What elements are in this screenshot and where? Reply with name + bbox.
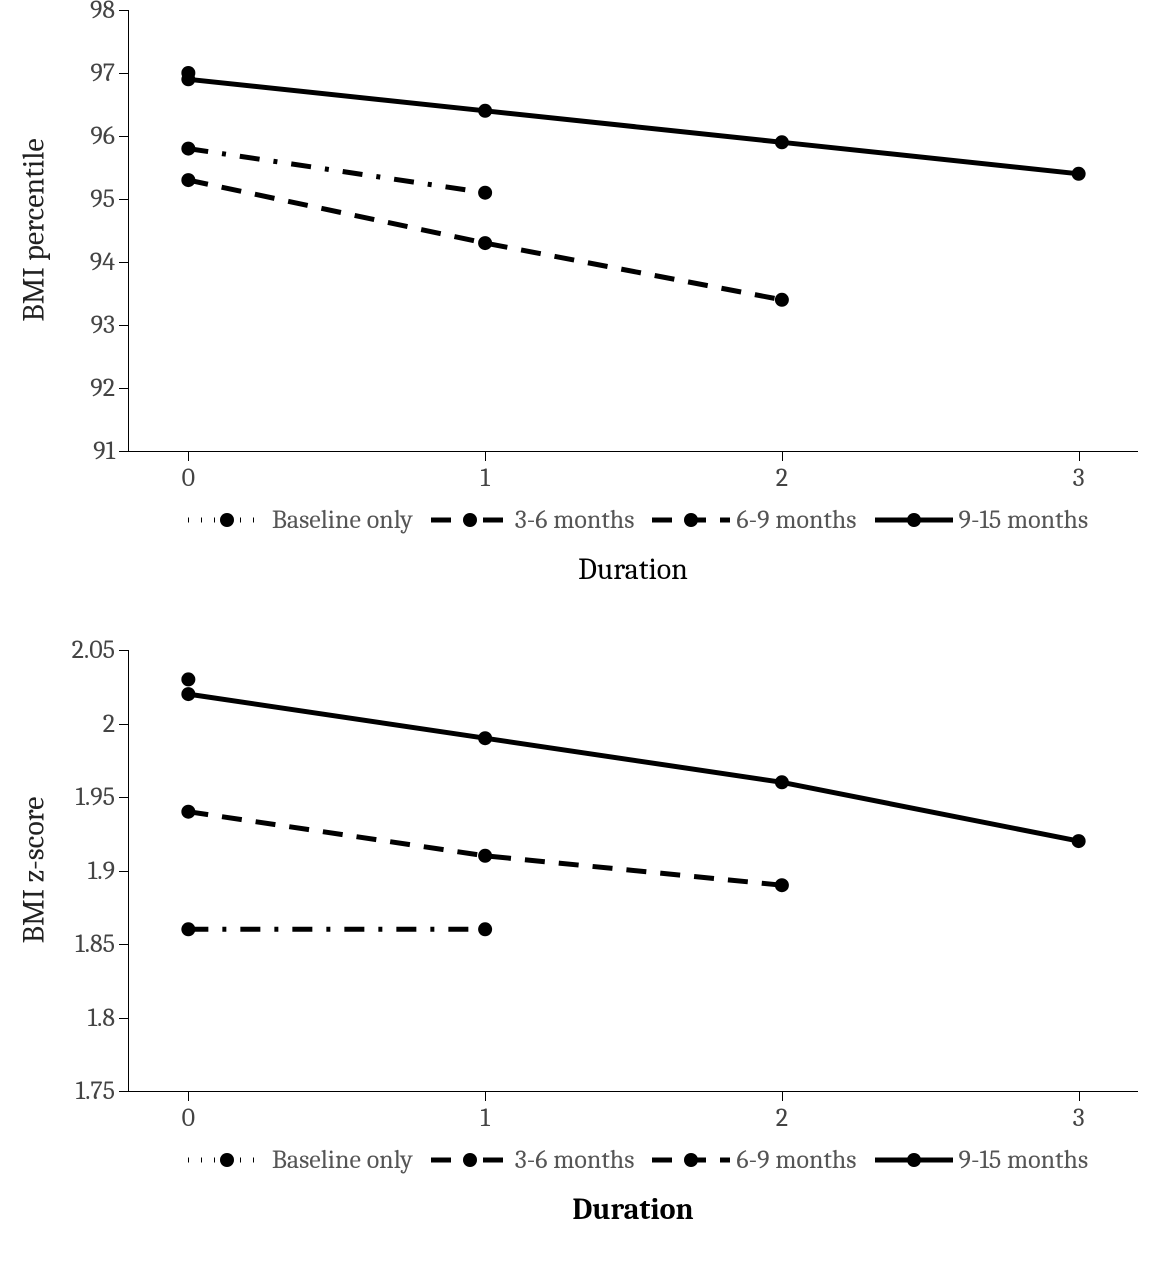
series-marker	[775, 775, 789, 789]
xtick-label: 0	[182, 1091, 195, 1133]
series-line	[188, 149, 485, 193]
legend-item: 6-9 months	[652, 1145, 856, 1175]
legend-bottom: Baseline only 3-6 months 6-9 months 9-15 mo…	[128, 1145, 1148, 1175]
series-marker	[181, 922, 195, 936]
ytick-label: 2	[103, 709, 129, 739]
ytick-label: 94	[90, 247, 129, 277]
chart-bottom: BMI z-score 1.751.81.851.91.9522.050123 …	[0, 640, 1164, 1280]
chart-top: BMI percentile 91929394959697980123 Base…	[0, 0, 1164, 640]
legend-label: 6-9 months	[736, 505, 856, 535]
xtick-label: 0	[182, 451, 195, 493]
series-marker	[1072, 167, 1086, 181]
legend-label: Baseline only	[272, 505, 413, 535]
legend-item: Baseline only	[188, 1145, 413, 1175]
series-marker	[478, 849, 492, 863]
ytick-label: 95	[90, 184, 129, 214]
legend-swatch	[652, 1150, 730, 1170]
legend-swatch	[875, 510, 953, 530]
plot-area-top: 91929394959697980123	[128, 10, 1138, 452]
legend-label: 9-15 months	[959, 505, 1089, 535]
series-marker	[775, 293, 789, 307]
ytick-label: 2.05	[72, 635, 129, 665]
legend-swatch	[652, 510, 730, 530]
ytick-label: 1.9	[88, 856, 129, 886]
xtick-label: 3	[1073, 451, 1085, 493]
series-marker	[181, 173, 195, 187]
figure: BMI percentile 91929394959697980123 Base…	[0, 0, 1164, 1280]
legend-label: 3-6 months	[515, 505, 635, 535]
legend-swatch	[188, 1150, 266, 1170]
series-marker	[478, 922, 492, 936]
legend-item: 6-9 months	[652, 505, 856, 535]
legend-swatch	[431, 510, 509, 530]
legend-swatch	[875, 1150, 953, 1170]
ytick-label: 91	[93, 436, 129, 466]
legend-top: Baseline only 3-6 months 6-9 months 9-15 mo…	[128, 505, 1148, 535]
series-marker	[181, 687, 195, 701]
legend-swatch	[188, 510, 266, 530]
xtick-label: 1	[480, 1091, 489, 1133]
legend-label: 9-15 months	[959, 1145, 1089, 1175]
series-marker	[181, 805, 195, 819]
legend-label: 6-9 months	[736, 1145, 856, 1175]
ytick-label: 1.75	[76, 1076, 129, 1106]
series-line	[188, 694, 1078, 841]
series-marker	[478, 104, 492, 118]
series-line	[188, 812, 782, 886]
ytick-label: 1.85	[75, 929, 129, 959]
ytick-label: 1.8	[88, 1003, 129, 1033]
legend-label: Baseline only	[272, 1145, 413, 1175]
xtick-label: 1	[480, 451, 489, 493]
xaxis-title-top: Duration	[578, 552, 688, 587]
series-marker	[181, 142, 195, 156]
yaxis-title-bottom: BMI z-score	[17, 797, 52, 944]
series-line	[188, 79, 1078, 174]
xaxis-title-bottom: Duration	[572, 1192, 693, 1227]
series-marker	[181, 672, 195, 686]
yaxis-title-top: BMI percentile	[17, 138, 52, 321]
series-marker	[1072, 834, 1086, 848]
legend-item: 3-6 months	[431, 1145, 635, 1175]
xtick-label: 2	[776, 451, 788, 493]
legend-item: 9-15 months	[875, 505, 1089, 535]
legend-item: 9-15 months	[875, 1145, 1089, 1175]
series-marker	[478, 236, 492, 250]
series-marker	[478, 731, 492, 745]
ytick-label: 92	[90, 373, 129, 403]
ytick-label: 96	[90, 121, 129, 151]
xtick-label: 3	[1073, 1091, 1085, 1133]
ytick-label: 93	[91, 310, 129, 340]
xtick-label: 2	[776, 1091, 788, 1133]
series-marker	[775, 135, 789, 149]
ytick-label: 1.95	[75, 782, 129, 812]
ytick-label: 98	[90, 0, 129, 25]
plot-area-bottom: 1.751.81.851.91.9522.050123	[128, 650, 1138, 1092]
legend-label: 3-6 months	[515, 1145, 635, 1175]
legend-swatch	[431, 1150, 509, 1170]
series-marker	[775, 878, 789, 892]
series-marker	[478, 186, 492, 200]
series-marker	[181, 72, 195, 86]
series-svg	[129, 10, 1138, 451]
legend-item: 3-6 months	[431, 505, 635, 535]
series-svg	[129, 650, 1138, 1091]
legend-item: Baseline only	[188, 505, 413, 535]
ytick-label: 97	[90, 58, 129, 88]
